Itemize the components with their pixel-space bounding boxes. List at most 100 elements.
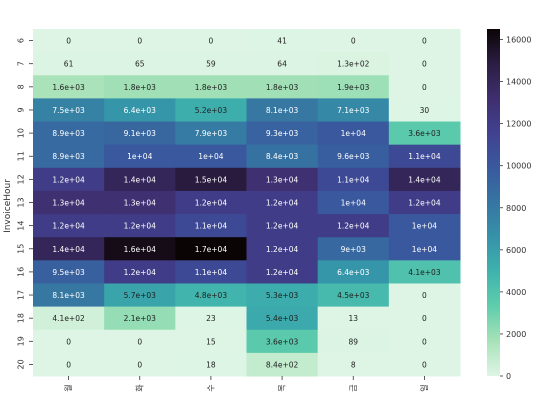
cell-value-label: 1.4e+04 bbox=[124, 175, 157, 184]
heatmap-cell bbox=[33, 190, 105, 215]
cell-value-label: 0 bbox=[422, 337, 427, 346]
y-axis: 6 7 8 9 10 11 12 13 14 15 16 17 18 19 20 bbox=[17, 38, 33, 370]
cell-value-label: 1.4e+04 bbox=[408, 175, 441, 184]
cell-value-label: 41 bbox=[277, 37, 287, 46]
heatmap-cell bbox=[246, 329, 319, 354]
cell-value-label: 3.6e+03 bbox=[408, 129, 441, 138]
heatmap-cell bbox=[246, 167, 319, 192]
cell-value-label: 0 bbox=[422, 314, 427, 323]
heatmap-cell bbox=[317, 283, 390, 308]
x-tick-label: 월 bbox=[63, 384, 73, 391]
cell-value-label: 13 bbox=[348, 314, 358, 323]
x-tick-label: 화 bbox=[135, 384, 144, 392]
heatmap-cell bbox=[175, 283, 247, 308]
heatmap-cell bbox=[246, 121, 319, 146]
cell-value-label: 15 bbox=[206, 337, 216, 346]
cell-value-label: 0 bbox=[137, 360, 142, 369]
y-tick-label: 13 bbox=[17, 197, 26, 207]
y-axis-label: InvoiceHour bbox=[3, 179, 13, 233]
heatmap-cell bbox=[33, 167, 105, 192]
heatmap-cell bbox=[33, 29, 105, 53]
y-tick-label: 9 bbox=[17, 107, 26, 112]
heatmap-cell bbox=[388, 98, 461, 123]
heatmap-cell bbox=[388, 329, 461, 354]
cell-value-label: 1.3e+04 bbox=[124, 199, 157, 208]
cell-value-label: 8.9e+03 bbox=[52, 152, 85, 161]
heatmap-cell bbox=[104, 237, 176, 261]
heatmap-cell bbox=[175, 214, 247, 238]
cell-value-label: 30 bbox=[420, 106, 430, 115]
heatmap-cell bbox=[246, 352, 319, 377]
colorbar-tick-label: 10000 bbox=[506, 162, 531, 171]
cell-value-label: 1.2e+04 bbox=[124, 268, 157, 277]
cell-value-label: 8.4e+03 bbox=[266, 152, 299, 161]
heatmap-cell bbox=[104, 306, 176, 331]
heatmap-cell bbox=[246, 260, 319, 284]
heatmap-cell bbox=[175, 121, 247, 146]
heatmap-cell bbox=[175, 144, 247, 169]
heatmap-cell bbox=[104, 190, 176, 215]
cell-value-label: 0 bbox=[66, 337, 71, 346]
heatmap-cell bbox=[388, 260, 461, 284]
colorbar-tick-label: 6000 bbox=[506, 246, 526, 255]
heatmap-cell bbox=[175, 52, 247, 76]
cell-value-label: 9.1e+03 bbox=[124, 129, 157, 138]
heatmap-cell bbox=[104, 260, 176, 284]
cell-value-label: 0 bbox=[137, 37, 142, 46]
heatmap-cell bbox=[388, 167, 461, 192]
heatmap-cell bbox=[317, 329, 390, 354]
heatmap-cell bbox=[388, 144, 461, 169]
cell-value-label: 1.4e+04 bbox=[52, 245, 85, 254]
cell-value-label: 1.2e+04 bbox=[266, 222, 299, 231]
heatmap-cell bbox=[33, 75, 105, 99]
cell-value-label: 1e+04 bbox=[341, 199, 366, 208]
y-tick-label: 12 bbox=[17, 174, 26, 184]
heatmap-cell bbox=[317, 144, 390, 169]
heatmap-cell bbox=[104, 214, 176, 238]
heatmap-cell bbox=[388, 75, 461, 99]
cell-value-label: 1.7e+04 bbox=[195, 245, 228, 254]
cell-value-label: 1e+04 bbox=[127, 152, 152, 161]
y-tick-label: 20 bbox=[17, 359, 26, 369]
heatmap-cell bbox=[175, 306, 247, 331]
heatmap-cell bbox=[317, 237, 390, 261]
heatmap-cell bbox=[104, 329, 176, 354]
cell-value-label: 1.2e+04 bbox=[52, 175, 85, 184]
cell-value-label: 23 bbox=[206, 314, 216, 323]
cell-value-label: 8 bbox=[351, 360, 356, 369]
cell-value-label: 0 bbox=[422, 291, 427, 300]
heatmap-cell bbox=[175, 190, 247, 215]
heatmap-cell bbox=[246, 283, 319, 308]
heatmap-cell bbox=[317, 52, 390, 76]
heatmap-cell bbox=[104, 52, 176, 76]
heatmap-cell bbox=[246, 144, 319, 169]
cell-value-label: 9.5e+03 bbox=[52, 268, 85, 277]
y-tick-label: 10 bbox=[17, 128, 26, 138]
cell-value-label: 4.5e+03 bbox=[337, 291, 370, 300]
cell-value-label: 0 bbox=[422, 360, 427, 369]
cell-value-label: 4.1e+03 bbox=[408, 268, 441, 277]
cell-value-label: 6.4e+03 bbox=[124, 106, 157, 115]
cell-value-label: 5.7e+03 bbox=[124, 291, 157, 300]
heatmap-cell bbox=[175, 98, 247, 123]
cell-value-label: 1.2e+04 bbox=[124, 222, 157, 231]
heatmap-cell bbox=[33, 329, 105, 354]
cell-value-label: 1.2e+04 bbox=[266, 268, 299, 277]
y-tick-label: 8 bbox=[17, 84, 26, 89]
cell-value-label: 1.2e+04 bbox=[408, 199, 441, 208]
heatmap-cell bbox=[388, 283, 461, 308]
heatmap-cell bbox=[317, 352, 390, 377]
cell-value-label: 4.8e+03 bbox=[195, 291, 228, 300]
cell-value-label: 0 bbox=[66, 360, 71, 369]
cell-value-label: 1.8e+03 bbox=[266, 83, 299, 92]
heatmap-cell bbox=[175, 237, 247, 261]
cell-value-label: 1.1e+04 bbox=[408, 152, 441, 161]
heatmap-cell bbox=[175, 352, 247, 377]
heatmap-cell bbox=[104, 121, 176, 146]
heatmap-cell bbox=[175, 75, 247, 99]
cell-value-label: 1.2e+04 bbox=[195, 199, 228, 208]
heatmap-cell bbox=[388, 121, 461, 146]
cell-value-label: 1.6e+04 bbox=[124, 245, 157, 254]
cell-value-label: 64 bbox=[277, 60, 287, 69]
cell-value-label: 18 bbox=[206, 360, 216, 369]
